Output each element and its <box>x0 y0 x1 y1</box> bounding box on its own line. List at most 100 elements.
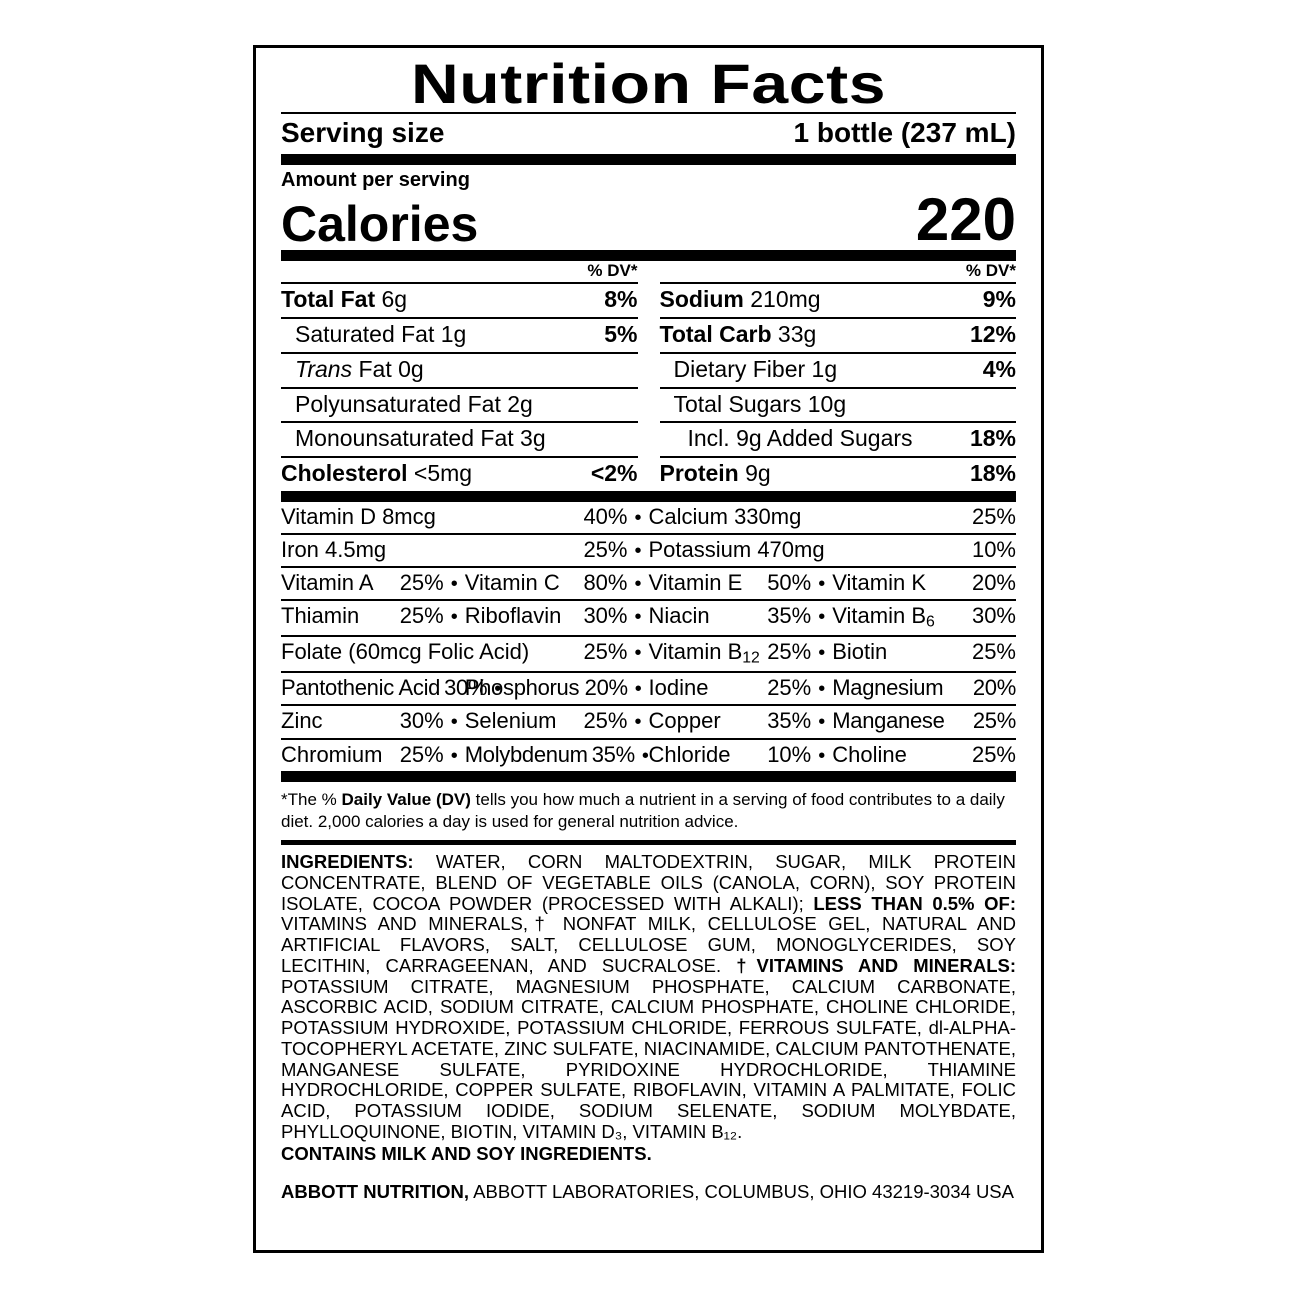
vitamin-entry: Manganese 25% <box>832 709 1016 733</box>
nutrient-name: Total Sugars 10g <box>673 390 847 417</box>
vitamin-daily-value: 25% <box>971 639 1016 665</box>
vitamin-name: Zinc <box>281 708 323 734</box>
vitamin-entry: Copper 35% • <box>648 708 833 734</box>
nutrient-daily-value: 9% <box>982 286 1016 313</box>
bullet-separator-icon: • <box>818 711 826 734</box>
serving-divider <box>281 154 1016 165</box>
nutrient-name: Dietary Fiber 1g <box>673 355 838 382</box>
vitamin-daily-value: 25% <box>767 639 812 665</box>
vitamins-section: Vitamin D 8mcg 40% • Calcium 330mg 25% Iron 4… <box>281 502 1016 771</box>
bullet-separator-icon: • <box>494 678 501 701</box>
vitamin-entry: Choline 25% <box>832 742 1016 767</box>
dv-header-right: % DV* <box>965 261 1016 281</box>
less-than-heading: LESS THAN 0.5% OF: <box>813 892 1016 914</box>
vitamin-name: Calcium 330mg <box>648 503 802 529</box>
nutrient-name: Incl. 9g Added Sugars <box>687 425 913 452</box>
vitamin-entry: Vitamin A 25% • <box>281 570 465 596</box>
vitamin-name: Chloride <box>648 741 731 767</box>
serving-size-value: 1 bottle (237 mL) <box>793 117 1016 148</box>
nutrient-name: Cholesterol <5mg <box>281 460 473 487</box>
company-address: ABBOTT LABORATORIES, COLUMBUS, OHIO 4321… <box>469 1181 1014 1203</box>
vitamin-daily-value: 25% <box>972 708 1016 734</box>
serving-size-row: Serving size 1 bottle (237 mL) <box>281 114 1016 154</box>
footnote-divider <box>281 770 1016 782</box>
nutrient-row: Saturated Fat 1g 5% <box>281 317 638 352</box>
vitamin-daily-value: 25% <box>399 570 444 596</box>
vitamin-name: Copper <box>648 708 721 734</box>
ingredients-divider <box>281 840 1016 846</box>
nutrient-row: Polyunsaturated Fat 2g <box>281 386 638 422</box>
vitamin-entry: Molybdenum 35% • <box>465 742 649 767</box>
nutrient-daily-value: <2% <box>590 460 638 487</box>
vitamin-row: Folate (60mcg Folic Acid) 25% • Vitamin B12… <box>281 635 1016 671</box>
vitamin-name: Biotin <box>832 639 888 665</box>
nutrient-column-left: % DV* Total Fat 6g 8% Saturated Fat 1g 5% Tr… <box>281 261 649 491</box>
vitamin-entry: Vitamin C 80% • <box>465 570 649 596</box>
vitamin-name: Vitamin B6 <box>832 603 935 631</box>
vitamin-entry: Vitamin B6 30% <box>832 604 1016 631</box>
vitamin-name: Iron 4.5mg <box>281 537 387 563</box>
calories-row: Calories 220 <box>281 189 1016 253</box>
vitamin-daily-value: 25% <box>583 537 628 563</box>
amount-per-serving-label: Amount per serving <box>281 169 470 191</box>
daily-value-footnote: *The % Daily Value (DV) tells you how mu… <box>281 789 1005 831</box>
vitamin-name: Vitamin D 8mcg <box>281 503 436 529</box>
bullet-separator-icon: • <box>450 573 458 596</box>
vitamin-entry: Biotin 25% <box>832 640 1016 664</box>
vitamin-name: Phosphorus <box>464 675 580 701</box>
ingredients-heading: INGREDIENTS: <box>281 851 414 873</box>
vitamin-entry: Phosphorus 20% • <box>464 675 649 701</box>
ingredients-body-1: WATER, CORN MALTODEXTRIN, SUGAR, MILK PR… <box>281 851 1016 914</box>
vitamin-entry: Vitamin K 20% <box>832 571 1016 595</box>
nutrient-name: Sodium 210mg <box>659 286 821 313</box>
nutrient-daily-value: 18% <box>969 460 1016 487</box>
vitamin-name: Folate (60mcg Folic Acid) <box>281 639 530 665</box>
nutrient-column-right: % DV* Sodium 210mg 9% Total Carb 33g 12% Die… <box>649 261 1016 491</box>
nutrient-daily-value: 12% <box>969 321 1016 348</box>
vitamin-daily-value: 25% <box>399 741 444 767</box>
nutrient-daily-value: 8% <box>604 286 638 313</box>
vitamin-entry: Iodine 25% • <box>649 675 833 701</box>
nutrient-row: Total Carb 33g 12% <box>659 317 1016 352</box>
nutrient-daily-value: 5% <box>604 321 638 348</box>
bullet-separator-icon: • <box>818 606 826 629</box>
vitamin-name: Pantothenic Acid <box>281 675 441 701</box>
bullet-separator-icon: • <box>818 573 826 596</box>
vitamin-daily-value: 35% <box>767 603 812 629</box>
vitamin-daily-value: 25% <box>583 708 628 734</box>
vitamin-daily-value: 30% <box>399 708 444 734</box>
bullet-separator-icon: • <box>818 678 826 701</box>
nutrient-daily-value: 4% <box>982 355 1016 382</box>
bullet-separator-icon: • <box>641 744 649 767</box>
vitamin-daily-value: 25% <box>971 503 1016 529</box>
vitamin-entry: Thiamin 25% • <box>281 604 465 629</box>
title-divider <box>281 112 1016 114</box>
vitamin-name: Vitamin A <box>281 570 374 596</box>
vitamin-name: Riboflavin <box>464 603 562 629</box>
page-title: Nutrition Facts <box>410 52 887 115</box>
vitamin-daily-value: 10% <box>767 741 812 767</box>
vitamin-name: Selenium <box>464 708 557 734</box>
ingredients-body-2: VITAMINS AND MINERALS,† NONFAT MILK, CEL… <box>281 913 1016 976</box>
nutrient-columns: % DV* Total Fat 6g 8% Saturated Fat 1g 5% Tr… <box>281 261 1016 491</box>
vitamin-name: Vitamin E <box>648 570 743 596</box>
vitamin-daily-value: 20% <box>971 570 1016 596</box>
vitamin-daily-value: 80% <box>583 570 628 596</box>
contains-statement: CONTAINS MILK AND SOY INGREDIENTS. <box>281 1143 652 1165</box>
vitamin-daily-value: 30% <box>583 603 628 629</box>
nutrient-row: Cholesterol <5mg <2% <box>281 456 638 491</box>
vitamin-daily-value: 30% <box>444 675 488 701</box>
nutrient-row: Sodium 210mg 9% <box>659 282 1016 317</box>
bullet-separator-icon: • <box>634 540 642 563</box>
bullet-separator-icon: • <box>450 606 458 629</box>
vitamin-daily-value: 25% <box>767 675 812 701</box>
vitamin-entry: Riboflavin 30% • <box>464 603 649 629</box>
bullet-separator-icon: • <box>818 744 826 767</box>
dv-header-left: % DV* <box>587 261 638 281</box>
company-name: ABBOTT NUTRITION, <box>281 1181 470 1203</box>
calories-label: Calories <box>281 196 479 253</box>
vitamin-daily-value: 40% <box>583 503 628 529</box>
ingredients-body-3: POTASSIUM CITRATE, MAGNESIUM PHOSPHATE, … <box>281 975 1016 1142</box>
bullet-separator-icon: • <box>634 573 642 596</box>
bullet-separator-icon: • <box>634 678 642 701</box>
